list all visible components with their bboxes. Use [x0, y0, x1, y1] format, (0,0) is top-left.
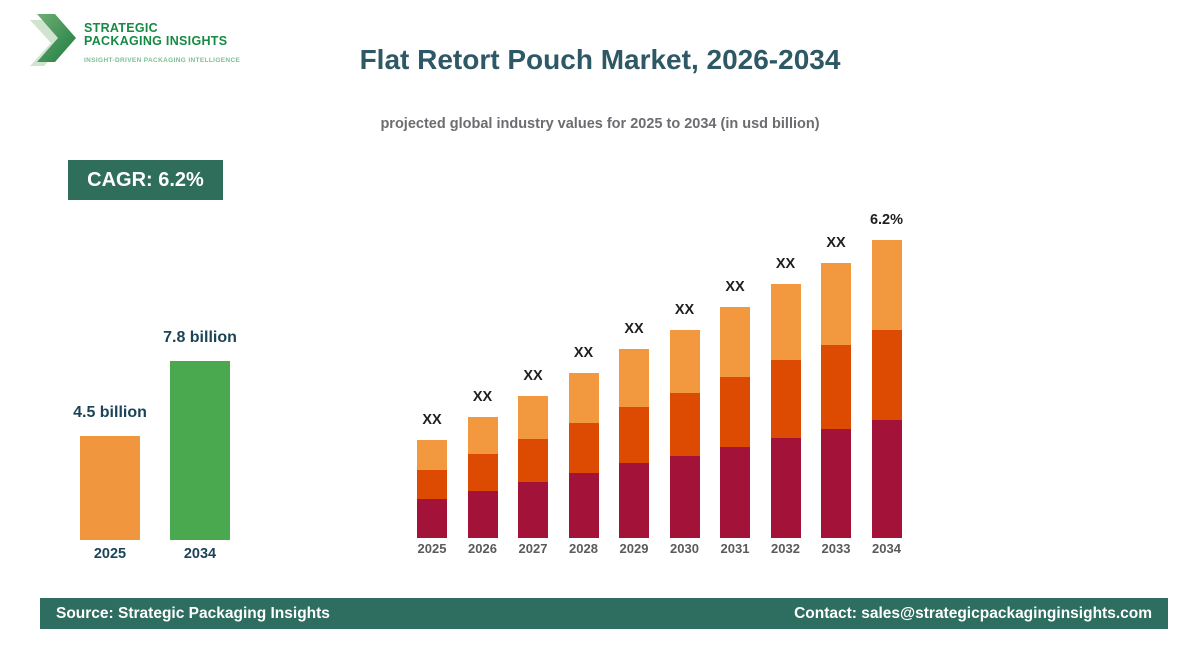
stacked-bar-2031-segment-top [720, 307, 750, 377]
stacked-bar-top-label-2026: XX [472, 389, 493, 405]
logo-line-1: STRATEGIC [84, 21, 158, 35]
stacked-bar-top-label-2032: XX [775, 256, 796, 272]
comparison-bar-2034 [170, 361, 230, 540]
comparison-year-label-2034: 2034 [183, 546, 217, 562]
stacked-bar-2030 [669, 330, 700, 538]
stacked-bar-2033-segment-middle [821, 345, 851, 429]
stacked-bar-year-label-2031: 2031 [720, 541, 750, 556]
stacked-bar-2026-segment-top [467, 417, 498, 454]
stacked-bar-2032 [770, 284, 801, 538]
stacked-bar-year-label-2026: 2026 [468, 541, 497, 556]
stacked-bar-2026-segment-bottom [467, 491, 498, 538]
stacked-bar-2032-segment-bottom [770, 438, 801, 538]
comparison-bar-2025 [80, 436, 140, 540]
stacked-bar-2028-segment-bottom [568, 473, 599, 538]
stacked-bar-2034-segment-bottom [871, 420, 902, 538]
stacked-bar-year-label-2025: 2025 [417, 541, 447, 556]
stacked-bar-2025-segment-bottom [417, 499, 447, 538]
stacked-bar-year-label-2032: 2032 [771, 541, 800, 556]
footer-bar: Source: Strategic Packaging Insights Con… [40, 598, 1168, 629]
stacked-bar-top-label-2033: XX [826, 235, 846, 251]
logo-text: STRATEGIC PACKAGING INSIGHTS INSIGHT-DRI… [84, 12, 241, 65]
stacked-bar-2030-segment-bottom [669, 456, 700, 538]
comparison-value-label-2034: 7.8 billion [163, 329, 237, 346]
comparison-value-label-2025: 4.5 billion [73, 404, 147, 421]
stacked-bar-top-label-2030: XX [674, 302, 695, 318]
stacked-bar-2030-segment-top [669, 330, 700, 393]
stacked-bar-top-label-2031: XX [725, 279, 745, 295]
stacked-bar-2032-segment-top [770, 284, 801, 360]
stacked-bar-top-label-2029: XX [624, 321, 644, 337]
stacked-bar-2031 [720, 307, 750, 538]
stacked-bar-2027-segment-top [518, 396, 548, 439]
stacked-bar-top-label-2027: XX [523, 368, 543, 384]
stacked-bar-2025 [417, 440, 447, 538]
stacked-bar-2027-segment-middle [518, 439, 548, 482]
stacked-bar-2029-segment-bottom [619, 463, 649, 538]
stacked-bar-year-label-2029: 2029 [619, 541, 649, 556]
stacked-bar-2029-segment-middle [619, 407, 649, 463]
stacked-bar-2028-segment-middle [568, 423, 599, 473]
comparison-year-label-2025: 2025 [93, 546, 127, 562]
brand-logo: STRATEGIC PACKAGING INSIGHTS INSIGHT-DRI… [30, 12, 240, 68]
stacked-bar-2029-segment-top [619, 349, 649, 407]
stacked-bar-year-label-2030: 2030 [670, 541, 699, 556]
stacked-bar-2034-segment-top [871, 240, 902, 330]
stacked-bar-2026 [467, 417, 498, 538]
cagr-badge: CAGR: 6.2% [68, 160, 223, 200]
logo-line-2: PACKAGING INSIGHTS [84, 34, 228, 48]
stacked-bar-2027 [518, 396, 548, 538]
logo-chevron-icon [30, 14, 76, 66]
stacked-bar-2028-segment-top [568, 373, 599, 423]
page-title: Flat Retort Pouch Market, 2026-2034 [359, 44, 841, 75]
stacked-bar-year-label-2028: 2028 [569, 541, 598, 556]
stacked-bar-top-label-2034: 6.2% [869, 212, 904, 228]
stacked-bar-2026-segment-middle [467, 454, 498, 491]
stacked-bar-2031-segment-bottom [720, 447, 750, 538]
stacked-bar-2033-segment-top [821, 263, 851, 345]
footer-contact-text: Contact: sales@strategicpackaginginsight… [794, 604, 1152, 622]
stacked-bar-year-label-2034: 2034 [872, 541, 901, 556]
stacked-bar-2025-segment-middle [417, 470, 447, 499]
stacked-bar-2027-segment-bottom [518, 482, 548, 538]
stacked-bar-2028 [568, 373, 599, 538]
stacked-bar-2029 [619, 349, 649, 538]
stacked-bar-2025-segment-top [417, 440, 447, 470]
stacked-bar-2033-segment-bottom [821, 429, 851, 538]
stacked-bar-year-label-2033: 2033 [821, 541, 851, 556]
stacked-bar-2032-segment-middle [770, 360, 801, 438]
stacked-bar-2031-segment-middle [720, 377, 750, 447]
stacked-bar-2030-segment-middle [669, 393, 700, 456]
logo-tagline: INSIGHT-DRIVEN PACKAGING INTELLIGENCE [84, 57, 241, 64]
stacked-bar-2033 [821, 263, 851, 538]
stacked-bar-top-label-2025: XX [422, 412, 442, 428]
stacked-bar-year-label-2027: 2027 [518, 541, 548, 556]
stacked-bar-2034 [871, 240, 902, 538]
footer-source-text: Source: Strategic Packaging Insights [56, 604, 330, 622]
chart-subtitle: projected global industry values for 202… [380, 116, 820, 132]
stacked-bar-2034-segment-middle [871, 330, 902, 420]
stacked-bar-top-label-2028: XX [573, 345, 594, 361]
